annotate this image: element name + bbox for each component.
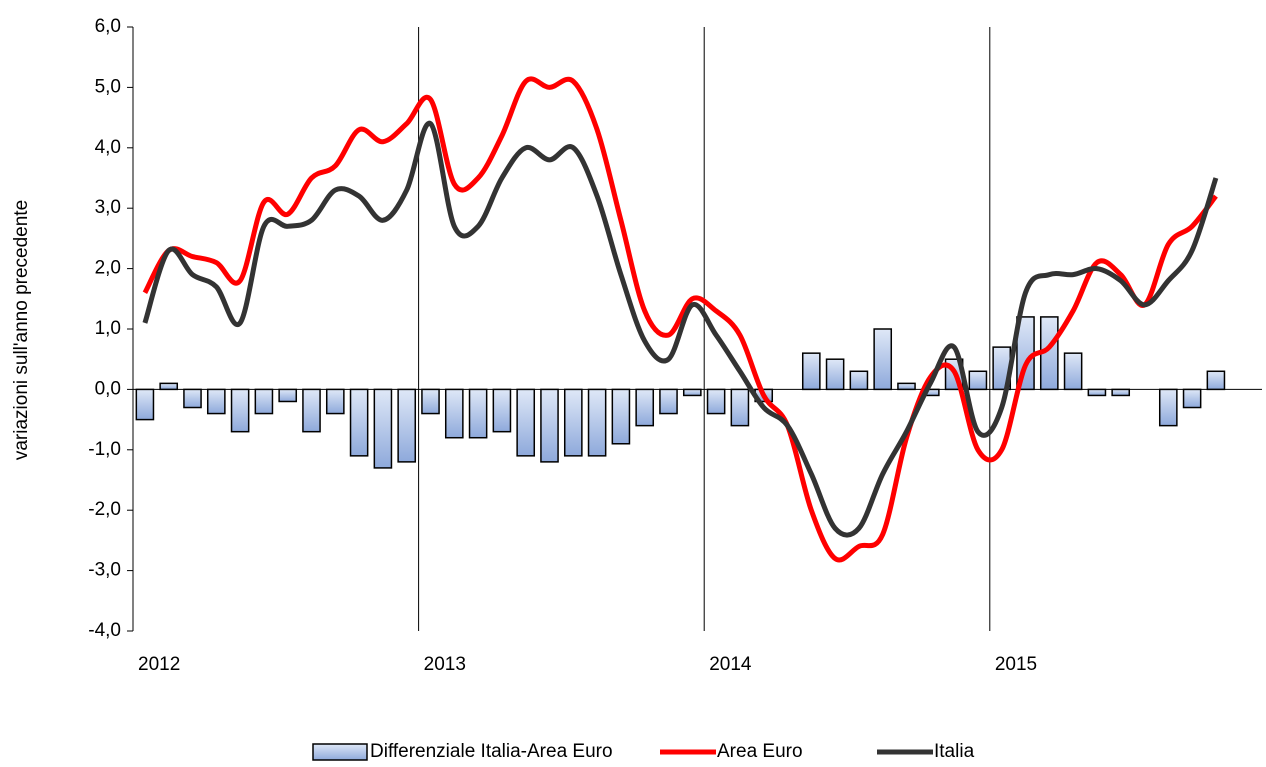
bar [254,388,274,415]
bar [635,388,655,427]
legend-label: Italia [934,741,975,762]
bar [421,388,440,415]
bar [1087,388,1107,397]
legend-swatch [312,743,368,761]
bar [278,388,298,403]
y-tick-label: 5,0 [95,76,121,97]
bar [611,388,631,445]
legend-label: Area Euro [717,741,803,762]
bar [468,388,488,439]
y-tick-label: 6,0 [95,16,121,37]
bar [563,388,583,457]
bar [968,370,988,391]
bar [373,388,393,469]
bar [801,352,821,391]
bar [1111,388,1131,397]
y-tick-label: -3,0 [88,560,121,581]
bar [825,358,845,391]
bar [206,388,226,415]
x-tick-label: 2013 [424,654,466,675]
bar [492,388,512,433]
bar [230,388,250,433]
y-tick-label: -1,0 [88,439,121,460]
line-series [142,76,1218,563]
x-tick-label: 2014 [709,654,752,675]
y-tick-label: 4,0 [95,137,121,158]
bar [540,388,559,463]
bar [397,388,417,463]
bar [706,388,726,415]
y-tick-label: -4,0 [88,620,121,641]
x-tick-label: 2012 [138,654,180,675]
bar [730,388,750,427]
bar [516,388,536,457]
y-tick-label: -2,0 [88,499,121,520]
bar [1158,388,1178,427]
bar [349,388,369,457]
y-tick-label: 3,0 [95,197,121,218]
line-series [142,121,1219,538]
bar [587,388,607,457]
bar [849,370,869,391]
y-axis-label: variazioni sull'anno precedente [11,200,32,460]
bar [135,388,155,421]
y-tick-label: 1,0 [95,318,121,339]
x-tick-label: 2015 [995,654,1037,675]
bar [159,382,179,391]
bar [659,388,678,415]
y-tick-label: 2,0 [95,258,121,279]
bar [1063,352,1083,391]
bar [302,388,321,433]
bar [325,388,345,415]
bar [1182,388,1202,409]
bar [682,388,702,397]
bar [897,382,916,391]
bar [1206,370,1226,391]
bar [183,388,202,409]
bar [444,388,464,439]
legend-label: Differenziale Italia-Area Euro [370,741,613,762]
bar [873,328,893,391]
y-tick-label: 0,0 [95,378,121,399]
